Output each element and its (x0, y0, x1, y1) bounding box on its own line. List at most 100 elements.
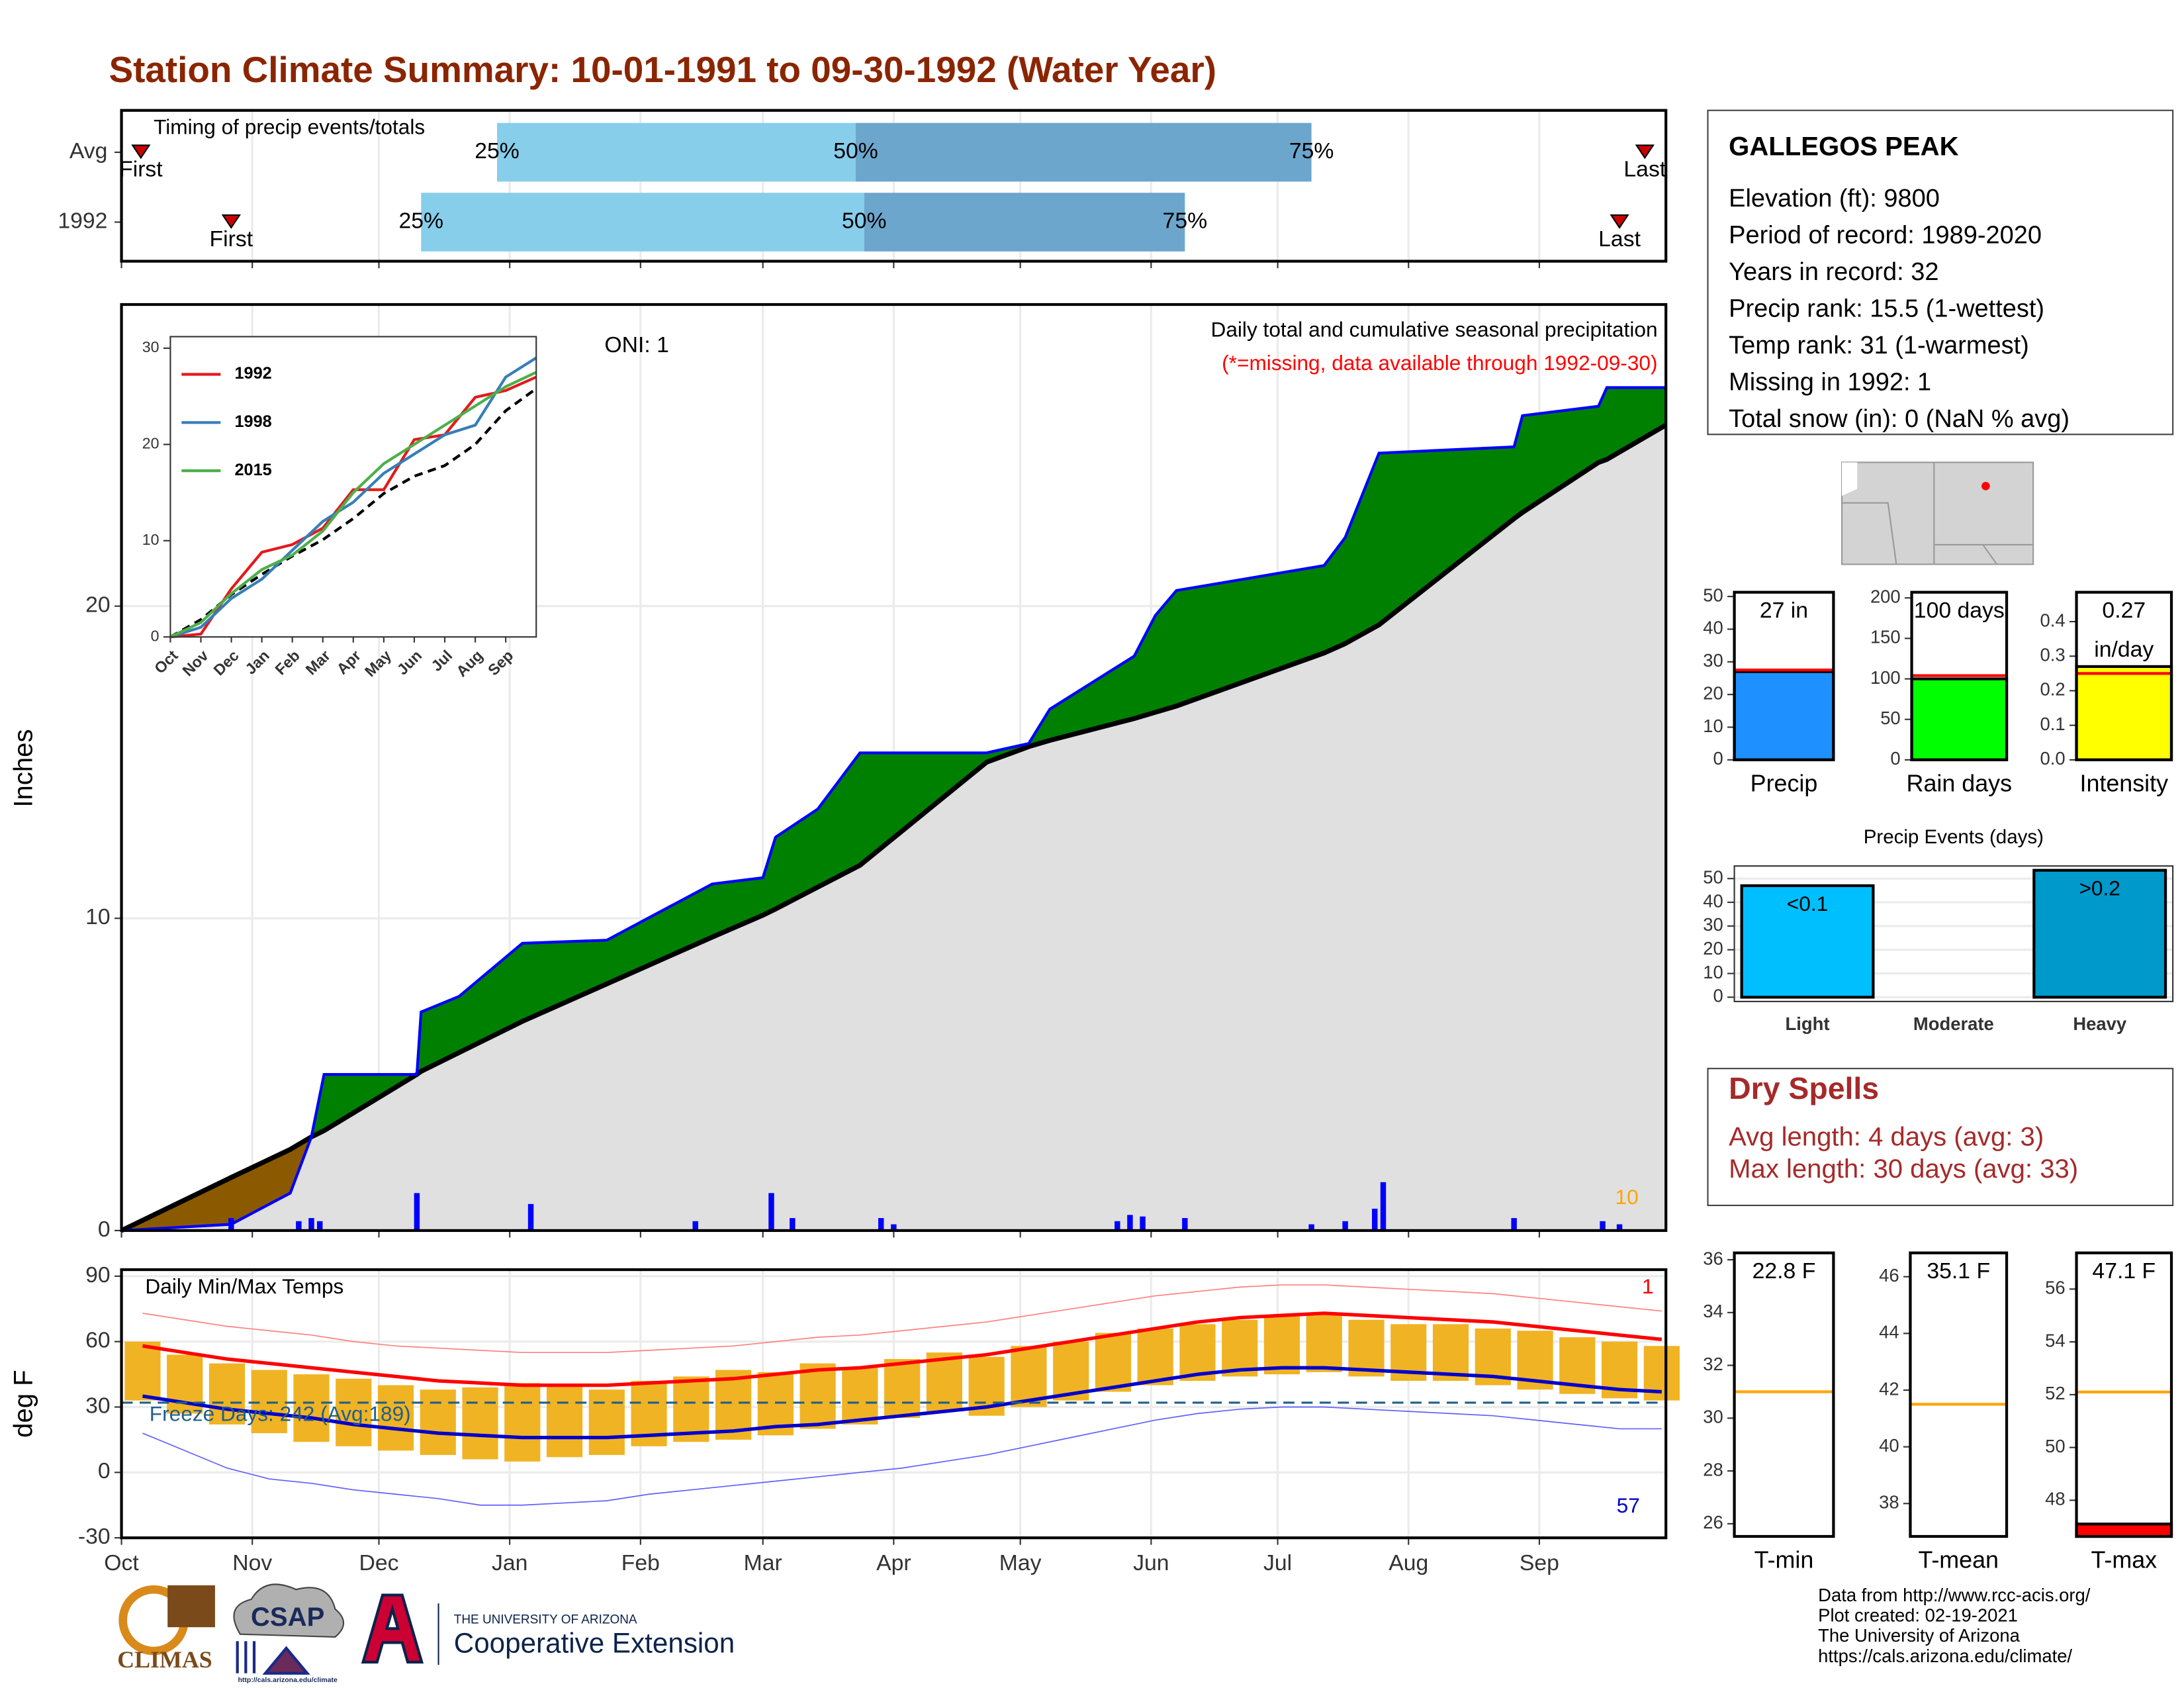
csap-cloud (233, 1583, 345, 1638)
x-tick-label: Feb (621, 1550, 660, 1575)
avg-max-line (142, 1311, 1662, 1387)
daily-bar (1616, 1224, 1623, 1231)
daily-bar (1140, 1216, 1146, 1231)
station-box (1707, 109, 2174, 436)
bar-frame (1733, 590, 1835, 761)
y-tick-label: 30 (1703, 650, 1723, 671)
rec-max-line (142, 1284, 1662, 1354)
x-axis-label: T-max (2091, 1546, 2157, 1573)
ua-logo (361, 1593, 424, 1664)
daily-bar (878, 1218, 884, 1231)
y-tick-label: 52 (2045, 1383, 2065, 1403)
csap-text: CSAP (251, 1603, 324, 1632)
csap-art (236, 1641, 310, 1675)
value-label: 27 in (1760, 598, 1808, 623)
bar (2075, 665, 2173, 761)
y-tick-label: -30 (78, 1524, 111, 1549)
x-axis-label: T-min (1754, 1546, 1814, 1573)
y-tick-label: 10 (1703, 962, 1723, 982)
temp-range-bar (293, 1374, 330, 1442)
dry-spells-box (1707, 1068, 2174, 1207)
bin-label: >0.2 (2079, 876, 2120, 900)
y-tick-label: 30 (85, 1393, 111, 1418)
temp-range-bar (124, 1341, 161, 1401)
daily-bar (692, 1221, 698, 1231)
x-tick-label: Dec (359, 1550, 398, 1575)
temp-range-bar (799, 1363, 836, 1429)
temp-range-bar (336, 1378, 372, 1446)
event-label: First (210, 226, 253, 252)
x-tick-label: Heavy (2073, 1013, 2127, 1034)
y-tick-label: 20 (1703, 938, 1723, 959)
daily-bar (317, 1221, 323, 1231)
y-tick-label: 0 (98, 1458, 111, 1483)
x-axis-label: T-mean (1918, 1546, 1999, 1573)
bar (2075, 1523, 2173, 1538)
temp-range-bar (1263, 1315, 1300, 1375)
daily-bar (1372, 1208, 1378, 1231)
temp-range-bar (842, 1368, 878, 1425)
y-tick-label: 30 (1703, 914, 1723, 935)
y-tick-label: 0 (151, 627, 159, 644)
x-axis-label: Precip (1751, 770, 1818, 796)
station-line: Elevation (ft): 9800 (1729, 185, 1940, 212)
daily-bar (1182, 1218, 1188, 1231)
y-tick-label: 28 (1703, 1459, 1723, 1479)
climas-text: CLIMAS (117, 1646, 212, 1673)
y-tick-label: 60 (85, 1328, 111, 1353)
y-tick-label: 0.0 (2040, 748, 2066, 769)
y-tick-label: 32 (1703, 1354, 1723, 1374)
series-line (169, 371, 537, 639)
event-label: Last (1598, 226, 1641, 252)
daily-bar (308, 1218, 314, 1231)
temp-range-bar (251, 1370, 287, 1434)
credit-line: The University of Arizona (1818, 1625, 2020, 1646)
daily-bar (1511, 1218, 1517, 1231)
y-tick-label: 20 (85, 592, 111, 618)
temp-range-bar (1222, 1319, 1258, 1377)
temp-range-bar (377, 1385, 414, 1451)
quartile-bar (421, 193, 864, 252)
daily-bar (414, 1193, 420, 1231)
annotation: ONI: 1 (604, 332, 669, 357)
y-axis-label: deg F (9, 1370, 38, 1438)
station-line: Total snow (in): 0 (NaN % avg) (1729, 405, 2070, 433)
events-frame (1733, 865, 2174, 1002)
daily-bar (296, 1221, 302, 1231)
page-title: Station Climate Summary: 10-01-1991 to 0… (109, 49, 1216, 90)
bar (1733, 670, 1835, 761)
bar-frame (2075, 590, 2173, 761)
annotation: 57 (1617, 1493, 1640, 1517)
annotation: (*=missing, data available through 1992-… (1222, 351, 1657, 375)
map-bg (1841, 461, 2034, 565)
y-tick-label: 40 (1703, 618, 1723, 638)
temp-range-bar (420, 1389, 456, 1455)
row-label: Avg (69, 138, 108, 164)
y-tick-label: 50 (1703, 585, 1723, 605)
y-tick-label: 40 (1879, 1435, 1899, 1456)
station-line: Years in record: 32 (1729, 258, 1938, 286)
y-tick-label: 10 (1703, 716, 1723, 736)
temp-range-bar (1095, 1333, 1132, 1392)
x-tick-label: Light (1786, 1013, 1830, 1034)
x-tick-label: Jun (1133, 1550, 1169, 1575)
credit-line: https://cals.arizona.edu/climate/ (1818, 1646, 2072, 1666)
y-tick-label: 0.2 (2040, 679, 2066, 700)
timing-frame (120, 109, 1668, 263)
legend-label: 2015 (234, 461, 271, 479)
map-station (1981, 481, 1990, 491)
temp-range-bar (884, 1359, 921, 1418)
y-tick-label: 0 (98, 1217, 111, 1242)
y-tick-label: 0.3 (2040, 645, 2066, 665)
climas-block (167, 1585, 215, 1628)
y-tick-label: 0 (1890, 748, 1900, 769)
temp-range-bar (462, 1387, 498, 1460)
quartile-label: 25% (475, 138, 520, 164)
coop-text: Cooperative Extension (454, 1628, 735, 1659)
daily-bar (891, 1224, 897, 1231)
daily-bar (1115, 1221, 1120, 1231)
y-tick-label: 20 (142, 435, 159, 452)
temp-range-bar (926, 1352, 962, 1412)
y-tick-label: 0 (1713, 986, 1723, 1006)
